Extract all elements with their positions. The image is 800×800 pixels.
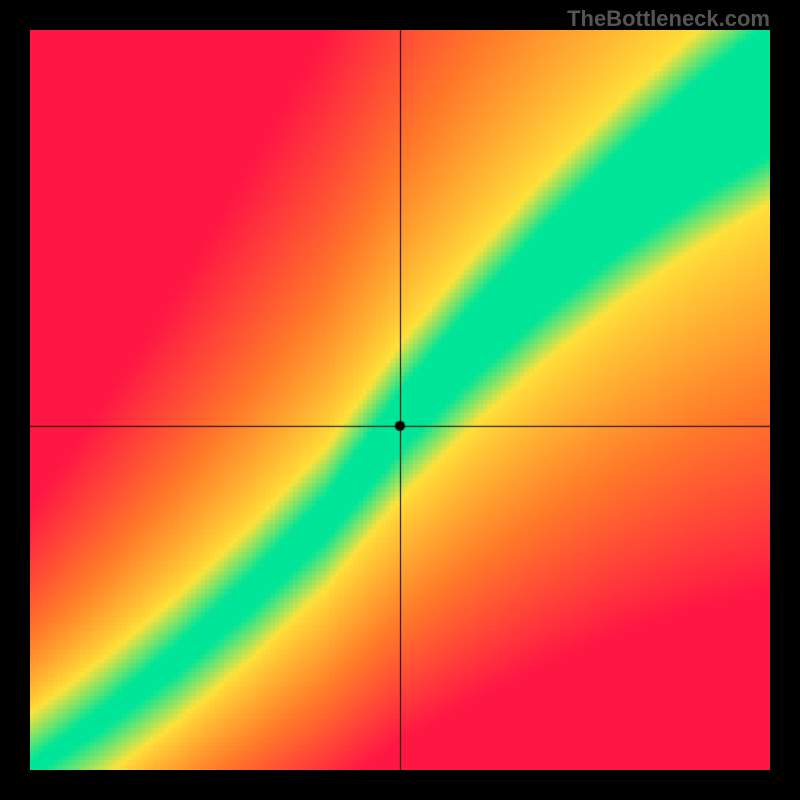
watermark-text: TheBottleneck.com: [567, 6, 770, 32]
chart-container: TheBottleneck.com: [0, 0, 800, 800]
heatmap-plot: [30, 30, 770, 770]
